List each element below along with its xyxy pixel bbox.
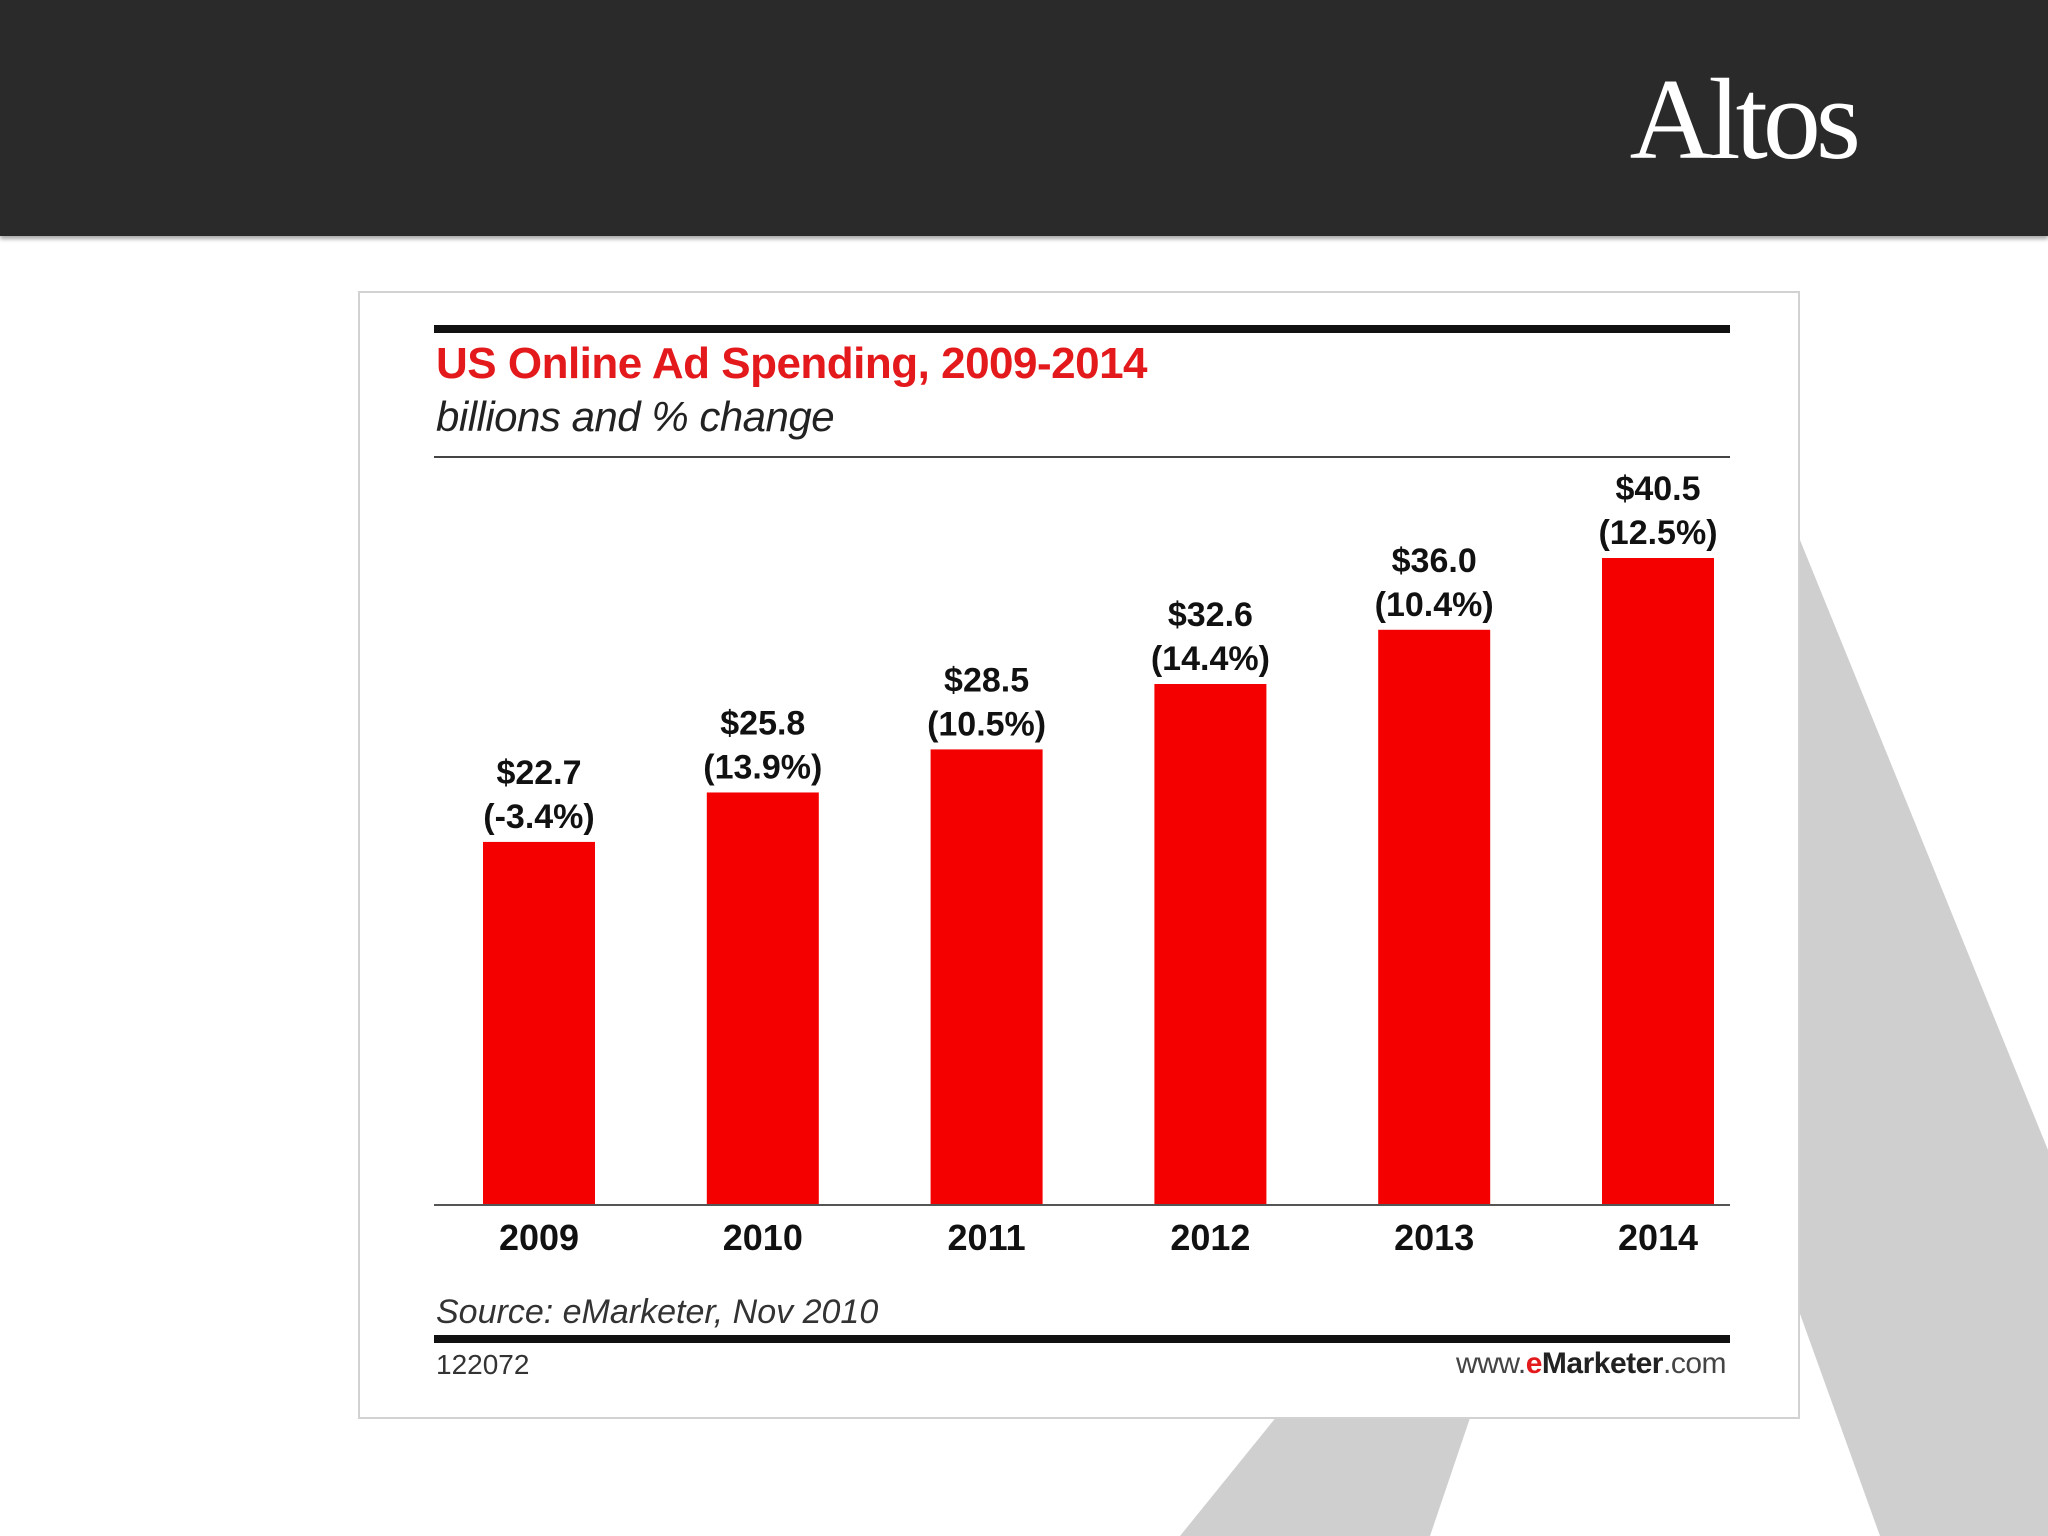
site-accent: e bbox=[1525, 1347, 1543, 1380]
value-label-2010: $25.8 bbox=[720, 704, 805, 742]
x-tick-label-2013: 2013 bbox=[1394, 1217, 1474, 1258]
altos-logo: Altos bbox=[1629, 56, 1861, 184]
x-tick-label-2012: 2012 bbox=[1170, 1217, 1250, 1258]
chart-title: US Online Ad Spending, 2009-2014 bbox=[436, 339, 1148, 388]
x-tick-label-2009: 2009 bbox=[499, 1217, 579, 1258]
emarketer-site-link[interactable]: www.eMarketer.com bbox=[1456, 1347, 1726, 1381]
change-label-2012: (14.4%) bbox=[1151, 640, 1270, 678]
site-suffix: .com bbox=[1662, 1347, 1727, 1380]
bar-2010 bbox=[706, 792, 819, 1204]
x-tick-label-2014: 2014 bbox=[1618, 1217, 1698, 1258]
change-label-2014: (12.5%) bbox=[1598, 514, 1717, 552]
chart-card: US Online Ad Spending, 2009-2014 billion… bbox=[358, 291, 1800, 1419]
value-label-2011: $28.5 bbox=[944, 661, 1029, 699]
bottom-rule bbox=[434, 1335, 1730, 1343]
title-rule bbox=[434, 456, 1730, 458]
value-label-2012: $32.6 bbox=[1168, 596, 1253, 634]
change-label-2010: (13.9%) bbox=[703, 748, 822, 786]
bar-2012 bbox=[1154, 684, 1267, 1204]
value-label-2009: $22.7 bbox=[496, 754, 581, 792]
site-name: Marketer bbox=[1541, 1347, 1664, 1380]
bar-2009 bbox=[483, 841, 595, 1204]
change-label-2013: (10.4%) bbox=[1375, 586, 1494, 624]
x-tick-label-2010: 2010 bbox=[723, 1217, 803, 1258]
bar-2013 bbox=[1378, 629, 1491, 1204]
value-label-2013: $36.0 bbox=[1392, 542, 1477, 580]
bar-2014 bbox=[1602, 558, 1714, 1204]
chart-id: 122072 bbox=[436, 1349, 530, 1380]
bar-chart: $22.7 (-3.4%) 2009 $25.8 (13.9%) 2010 $28.5 (10… bbox=[434, 470, 1730, 1258]
change-label-2009: (-3.4%) bbox=[483, 798, 594, 836]
change-label-2011: (10.5%) bbox=[927, 705, 1046, 743]
x-tick-label-2011: 2011 bbox=[948, 1217, 1026, 1258]
bar-2011 bbox=[930, 749, 1043, 1204]
top-rule bbox=[434, 325, 1730, 333]
header-bar: Altos bbox=[0, 0, 2048, 236]
chart-source: Source: eMarketer, Nov 2010 bbox=[436, 1293, 879, 1331]
value-label-2014: $40.5 bbox=[1615, 470, 1700, 508]
site-prefix: www. bbox=[1456, 1347, 1526, 1380]
chart-subtitle: billions and % change bbox=[436, 393, 835, 440]
